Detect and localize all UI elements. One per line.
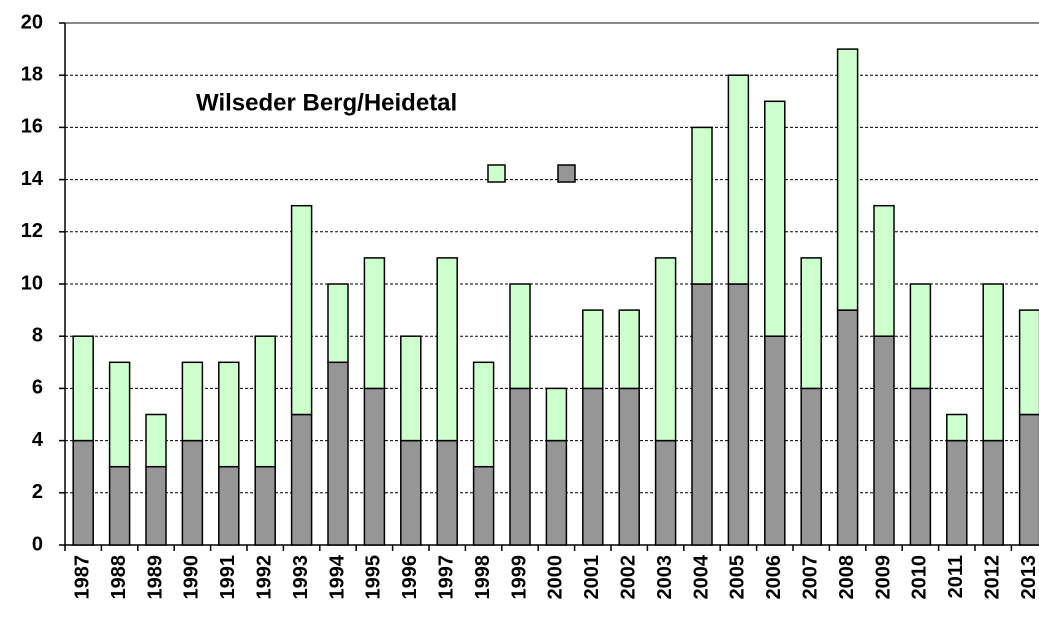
bar-segment xyxy=(836,309,859,546)
bar-segment xyxy=(108,465,131,546)
x-tick-label: 1991 xyxy=(217,555,239,600)
y-tick-label: 6 xyxy=(32,377,43,399)
bar-segment xyxy=(691,283,713,546)
x-tick-label: 1990 xyxy=(181,555,203,600)
bar-segment xyxy=(472,465,495,546)
y-tick-label: 4 xyxy=(32,429,44,451)
bar-segment xyxy=(691,126,713,285)
bar-segment xyxy=(946,413,968,442)
bar-segment xyxy=(327,283,349,364)
y-tick-label: 12 xyxy=(21,220,43,242)
x-tick-label: 1998 xyxy=(472,555,494,600)
bar-segment xyxy=(181,439,204,546)
x-tick-label: 1993 xyxy=(290,555,312,600)
x-tick-label: 2012 xyxy=(981,555,1003,600)
bar-segment xyxy=(545,387,568,442)
bar-segment xyxy=(764,100,786,337)
bar-segment xyxy=(436,439,458,546)
bar-segment xyxy=(400,335,422,442)
x-tick-label: 1996 xyxy=(399,555,421,600)
x-tick-label: 2001 xyxy=(581,555,603,600)
bar-segment xyxy=(946,439,968,546)
bar-segment xyxy=(618,387,640,546)
bar-segment xyxy=(982,283,1004,442)
bar-segment xyxy=(909,283,932,390)
legend-swatch xyxy=(557,164,576,183)
y-tick-label: 2 xyxy=(32,481,43,503)
y-tick-label: 18 xyxy=(21,63,43,85)
bar-segment xyxy=(800,257,822,390)
x-tick-label: 2009 xyxy=(872,555,894,600)
bar-segment xyxy=(582,387,604,546)
bar-segment xyxy=(873,335,895,546)
bar-segment xyxy=(290,204,313,416)
bar-segment xyxy=(472,361,495,468)
bar-segment xyxy=(327,361,349,546)
x-tick-label: 1999 xyxy=(508,555,530,600)
x-tick-label: 1992 xyxy=(253,555,275,600)
x-tick-label: 2008 xyxy=(836,555,858,600)
x-tick-label: 1997 xyxy=(435,555,457,600)
bar-segment xyxy=(873,204,895,337)
bar-segment xyxy=(582,309,604,390)
x-tick-label: 2000 xyxy=(545,555,567,600)
bar-segment xyxy=(836,48,859,311)
y-tick-label: 10 xyxy=(21,272,43,294)
bar-segment xyxy=(509,387,531,546)
x-tick-label: 2005 xyxy=(727,555,749,600)
bar-segment xyxy=(290,413,313,546)
bar-segment xyxy=(800,387,822,546)
bar-segment xyxy=(618,309,640,390)
bar-segment xyxy=(254,465,276,546)
bar-segment xyxy=(363,257,386,390)
bar-segment xyxy=(727,74,750,285)
bar-segment xyxy=(218,361,240,468)
bar-segment xyxy=(72,439,94,546)
x-tick-label: 2010 xyxy=(909,555,931,600)
x-tick-label: 1989 xyxy=(144,555,166,600)
bar-segment xyxy=(218,465,240,546)
x-tick-label: 2002 xyxy=(617,555,639,600)
y-tick-label: 0 xyxy=(32,533,43,555)
bar-segment xyxy=(363,387,386,546)
bar-segment xyxy=(1018,309,1039,416)
bar-segment xyxy=(654,439,677,546)
x-tick-label: 2013 xyxy=(1018,555,1039,600)
x-tick-label: 1994 xyxy=(326,554,348,599)
x-tick-label: 2004 xyxy=(690,554,712,599)
bar-segment xyxy=(727,283,750,546)
bar-segment xyxy=(436,257,458,442)
bar-segment xyxy=(982,439,1004,546)
y-tick-label: 8 xyxy=(32,324,43,346)
bar-segment xyxy=(145,465,167,546)
bar-segment xyxy=(145,413,167,468)
bar-segment xyxy=(254,335,276,468)
y-tick-label: 14 xyxy=(21,168,44,190)
bar-segment xyxy=(909,387,932,546)
x-tick-label: 1988 xyxy=(108,555,130,600)
x-tick-label: 1995 xyxy=(363,555,385,600)
bar-segment xyxy=(72,335,94,442)
bar-segment xyxy=(509,283,531,390)
bar-segment xyxy=(400,439,422,546)
x-tick-label: 2006 xyxy=(763,555,785,600)
x-tick-label: 2011 xyxy=(945,555,967,598)
x-tick-label: 1987 xyxy=(71,555,93,600)
x-tick-label: 2003 xyxy=(654,555,676,600)
bar-segment xyxy=(181,361,204,442)
bar-segment xyxy=(654,257,677,442)
y-tick-label: 16 xyxy=(21,116,43,138)
chart-title: Wilseder Berg/Heidetal xyxy=(196,89,457,116)
bar-segment xyxy=(1018,413,1039,546)
bar-segment xyxy=(764,335,786,546)
y-tick-label: 20 xyxy=(21,11,43,33)
legend-swatch xyxy=(487,164,506,183)
bar-segment xyxy=(545,439,568,546)
x-tick-label: 2007 xyxy=(799,555,821,600)
bar-segment xyxy=(108,361,131,468)
